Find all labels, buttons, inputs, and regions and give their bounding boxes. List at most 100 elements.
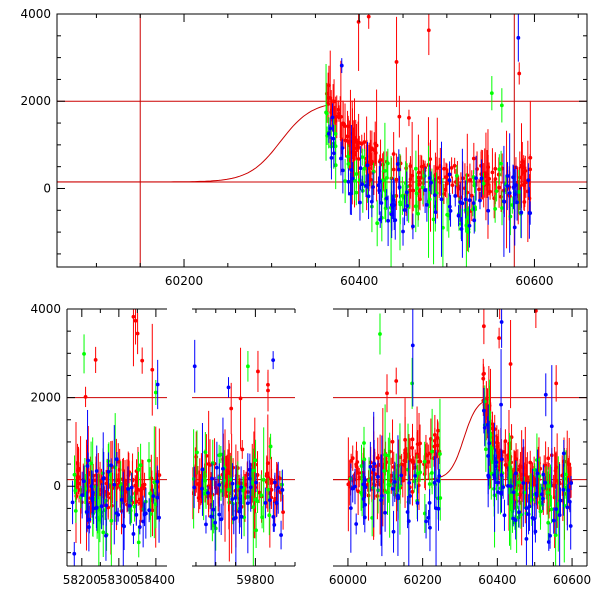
blue-data-point [254, 480, 258, 485]
red-data-point [367, 166, 371, 170]
blue-data-point [226, 385, 231, 390]
green-data-point [546, 490, 550, 495]
blue-data-point [101, 476, 106, 481]
green-data-point [430, 449, 435, 454]
blue-data-point [90, 496, 95, 501]
green-data-point [98, 517, 102, 522]
red-data-point [419, 164, 424, 169]
green-data-point [210, 461, 215, 465]
red-data-point [528, 460, 533, 465]
red-data-point [503, 462, 508, 467]
red-data-point [546, 456, 551, 461]
red-data-point [324, 91, 329, 96]
blue-data-point [379, 493, 384, 498]
blue-data-point [104, 533, 108, 538]
red-data-point [75, 461, 80, 465]
blue-data-point [248, 485, 253, 490]
green-data-point [508, 214, 513, 219]
green-data-point [362, 457, 367, 462]
blue-data-point [116, 512, 121, 517]
blue-data-point [137, 525, 142, 529]
blue-data-point [142, 512, 147, 517]
blue-data-point [396, 495, 400, 499]
green-data-point [354, 172, 359, 176]
green-data-point [251, 505, 256, 509]
green-data-point [466, 215, 470, 220]
red-data-point [497, 185, 501, 190]
red-data-point [281, 510, 285, 515]
green-data-point [148, 491, 153, 496]
blue-data-point [405, 510, 410, 514]
blue-data-point [192, 485, 197, 490]
blue-data-point [70, 500, 75, 505]
blue-data-point [200, 486, 204, 491]
red-data-point [399, 462, 404, 467]
red-data-point [133, 318, 138, 323]
blue-data-point [512, 225, 517, 230]
blue-data-point [155, 495, 160, 500]
red-data-point [206, 462, 211, 466]
blue-data-point [109, 463, 114, 468]
green-data-point [82, 351, 86, 356]
green-data-point [494, 189, 499, 194]
red-data-point [373, 150, 378, 155]
red-data-point [417, 459, 421, 464]
blue-data-point [486, 475, 491, 480]
green-data-point [416, 211, 420, 216]
blue-data-point [499, 457, 504, 462]
red-data-point [449, 165, 454, 170]
red-data-point [366, 493, 371, 498]
blue-data-point [502, 513, 507, 518]
blue-data-point [354, 522, 359, 526]
blue-data-point [358, 166, 363, 171]
red-data-point [356, 19, 361, 24]
blue-data-point [219, 517, 224, 522]
blue-data-point [482, 254, 486, 258]
blue-data-point [471, 201, 476, 205]
blue-data-point [517, 510, 521, 515]
blue-data-point [433, 210, 438, 215]
blue-data-point [526, 178, 531, 183]
blue-data-point [549, 424, 554, 429]
green-data-point [454, 173, 459, 178]
x-tick-label: 58200 [63, 573, 101, 587]
green-data-point [203, 450, 208, 455]
blue-data-point [551, 518, 556, 523]
blue-data-point [506, 483, 510, 488]
red-data-point [509, 435, 514, 440]
blue-data-point [395, 162, 400, 166]
blue-data-point [554, 507, 559, 512]
blue-data-point [384, 196, 389, 201]
green-data-point [203, 478, 207, 483]
blue-data-point [423, 188, 428, 192]
model-curve [57, 104, 331, 183]
red-data-point [397, 114, 402, 119]
red-data-point [506, 455, 511, 460]
red-data-point [138, 501, 143, 506]
green-data-point [219, 488, 223, 493]
green-data-point [267, 513, 272, 518]
blue-data-point [541, 472, 546, 477]
red-data-point [519, 163, 524, 168]
red-data-point [331, 106, 336, 111]
blue-data-point [379, 498, 383, 503]
green-data-point [497, 167, 502, 172]
green-data-point [481, 181, 486, 186]
red-data-point [120, 477, 125, 482]
blue-data-point [519, 210, 524, 215]
red-data-point [410, 458, 415, 463]
red-data-point [369, 177, 373, 182]
blue-data-point [364, 183, 368, 188]
red-data-point [93, 358, 98, 362]
green-data-point [362, 166, 367, 171]
blue-data-point [221, 466, 225, 471]
blue-data-point [439, 197, 444, 202]
blue-data-point [447, 172, 452, 177]
blue-data-point [350, 486, 355, 491]
green-data-point [499, 103, 504, 108]
blue-data-point [463, 197, 468, 202]
red-data-point [394, 177, 399, 182]
blue-data-point [206, 490, 210, 495]
green-data-point [464, 223, 469, 228]
blue-data-point [209, 514, 214, 519]
